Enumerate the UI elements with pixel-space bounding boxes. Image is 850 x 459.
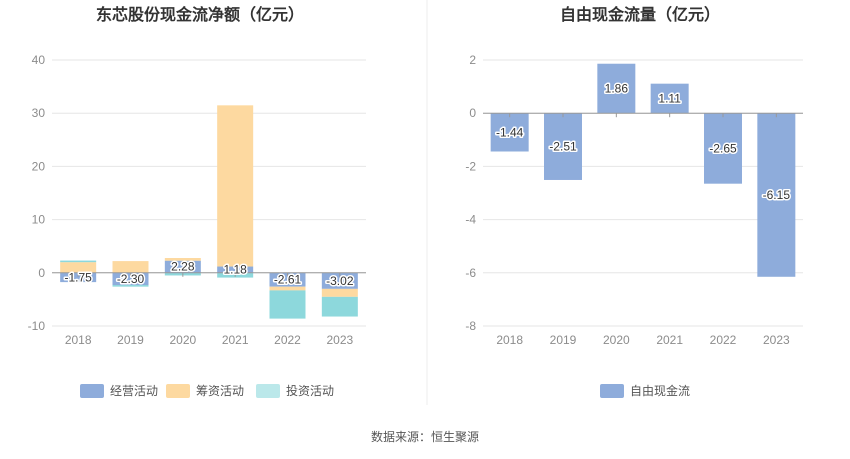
data-label: -2.51	[549, 140, 577, 154]
y-tick-label: 30	[32, 106, 46, 120]
x-tick-label: 2018	[65, 333, 92, 347]
bar	[269, 286, 306, 291]
y-tick-label: -10	[28, 319, 46, 333]
data-label: -1.75	[64, 270, 92, 284]
legend-item[interactable]: 自由现金流	[600, 383, 690, 398]
y-tick-label: 2	[469, 53, 476, 67]
bar	[490, 113, 529, 152]
legend-item[interactable]: 经营活动	[80, 384, 158, 398]
bar	[112, 272, 149, 286]
bar	[164, 260, 201, 273]
bar	[164, 258, 201, 261]
bar	[757, 113, 796, 277]
legend-label: 投资活动	[286, 383, 334, 398]
x-tick-label: 2018	[496, 333, 523, 347]
y-tick-label: 0	[469, 106, 476, 120]
data-label: -1.44	[496, 125, 524, 139]
legend-label: 经营活动	[110, 384, 158, 398]
bar	[60, 260, 97, 263]
x-tick-label: 2019	[117, 333, 144, 347]
y-tick-label: -4	[465, 213, 476, 227]
x-tick-label: 2020	[603, 333, 630, 347]
bar	[321, 288, 358, 297]
legend-swatch	[600, 384, 624, 398]
y-tick-label: 20	[32, 159, 46, 173]
free-cash-flow-chart: 自由现金流量（亿元） -8 -6 -4 -2 0 2 2018 2019 2020 2021 2022…	[465, 5, 803, 398]
bar	[650, 83, 689, 114]
legend-swatch	[166, 384, 190, 398]
x-tick-label: 2022	[710, 333, 737, 347]
legend-item[interactable]: 投资活动	[256, 383, 334, 398]
bar	[269, 272, 306, 287]
data-label: 1.86	[605, 81, 629, 95]
data-label: -2.61	[274, 273, 302, 287]
x-tick-label: 2020	[169, 333, 196, 347]
bar	[217, 266, 254, 273]
y-tick-label: 10	[32, 213, 46, 227]
x-tick-label: 2021	[222, 333, 249, 347]
data-label: -2.65	[709, 141, 737, 155]
bar	[704, 113, 742, 184]
x-tick-label: 2021	[656, 333, 683, 347]
y-tick-label: -6	[465, 266, 476, 280]
y-tick-label: 40	[32, 53, 46, 67]
cash-flow-net-chart: 东芯股份现金流净额（亿元） -10 0 10 20 30 40 2018 2019 2020 202…	[28, 5, 366, 398]
source-note: 数据来源：恒生聚源	[370, 430, 479, 444]
chart-title: 东芯股份现金流净额（亿元）	[96, 5, 304, 24]
legend-swatch	[256, 384, 280, 398]
chart-title: 自由现金流量（亿元）	[560, 5, 720, 24]
bar	[60, 262, 97, 273]
data-label: 1.11	[658, 91, 681, 105]
y-tick-label: -8	[465, 319, 476, 333]
bar	[597, 63, 636, 114]
data-label: -2.30	[117, 272, 145, 286]
y-tick-label: -2	[465, 159, 476, 173]
legend-swatch	[80, 384, 104, 398]
bar	[217, 105, 254, 267]
bar	[321, 272, 358, 289]
data-label: 1.18	[223, 263, 247, 277]
bar	[112, 285, 149, 287]
bar	[321, 296, 358, 317]
legend-label: 自由现金流	[630, 383, 690, 398]
bar	[544, 113, 582, 180]
bar	[112, 261, 149, 273]
bar	[60, 272, 97, 283]
legend-item[interactable]: 筹资活动	[166, 384, 244, 398]
x-tick-label: 2022	[274, 333, 301, 347]
data-label: -6.15	[763, 188, 791, 202]
x-tick-label: 2023	[326, 333, 353, 347]
y-tick-label: 0	[38, 266, 45, 280]
data-label: 2.28	[171, 260, 195, 274]
x-tick-label: 2019	[550, 333, 577, 347]
legend-label: 筹资活动	[196, 384, 244, 398]
x-tick-label: 2023	[763, 333, 790, 347]
bar	[269, 290, 306, 319]
data-label: -3.02	[326, 274, 354, 288]
